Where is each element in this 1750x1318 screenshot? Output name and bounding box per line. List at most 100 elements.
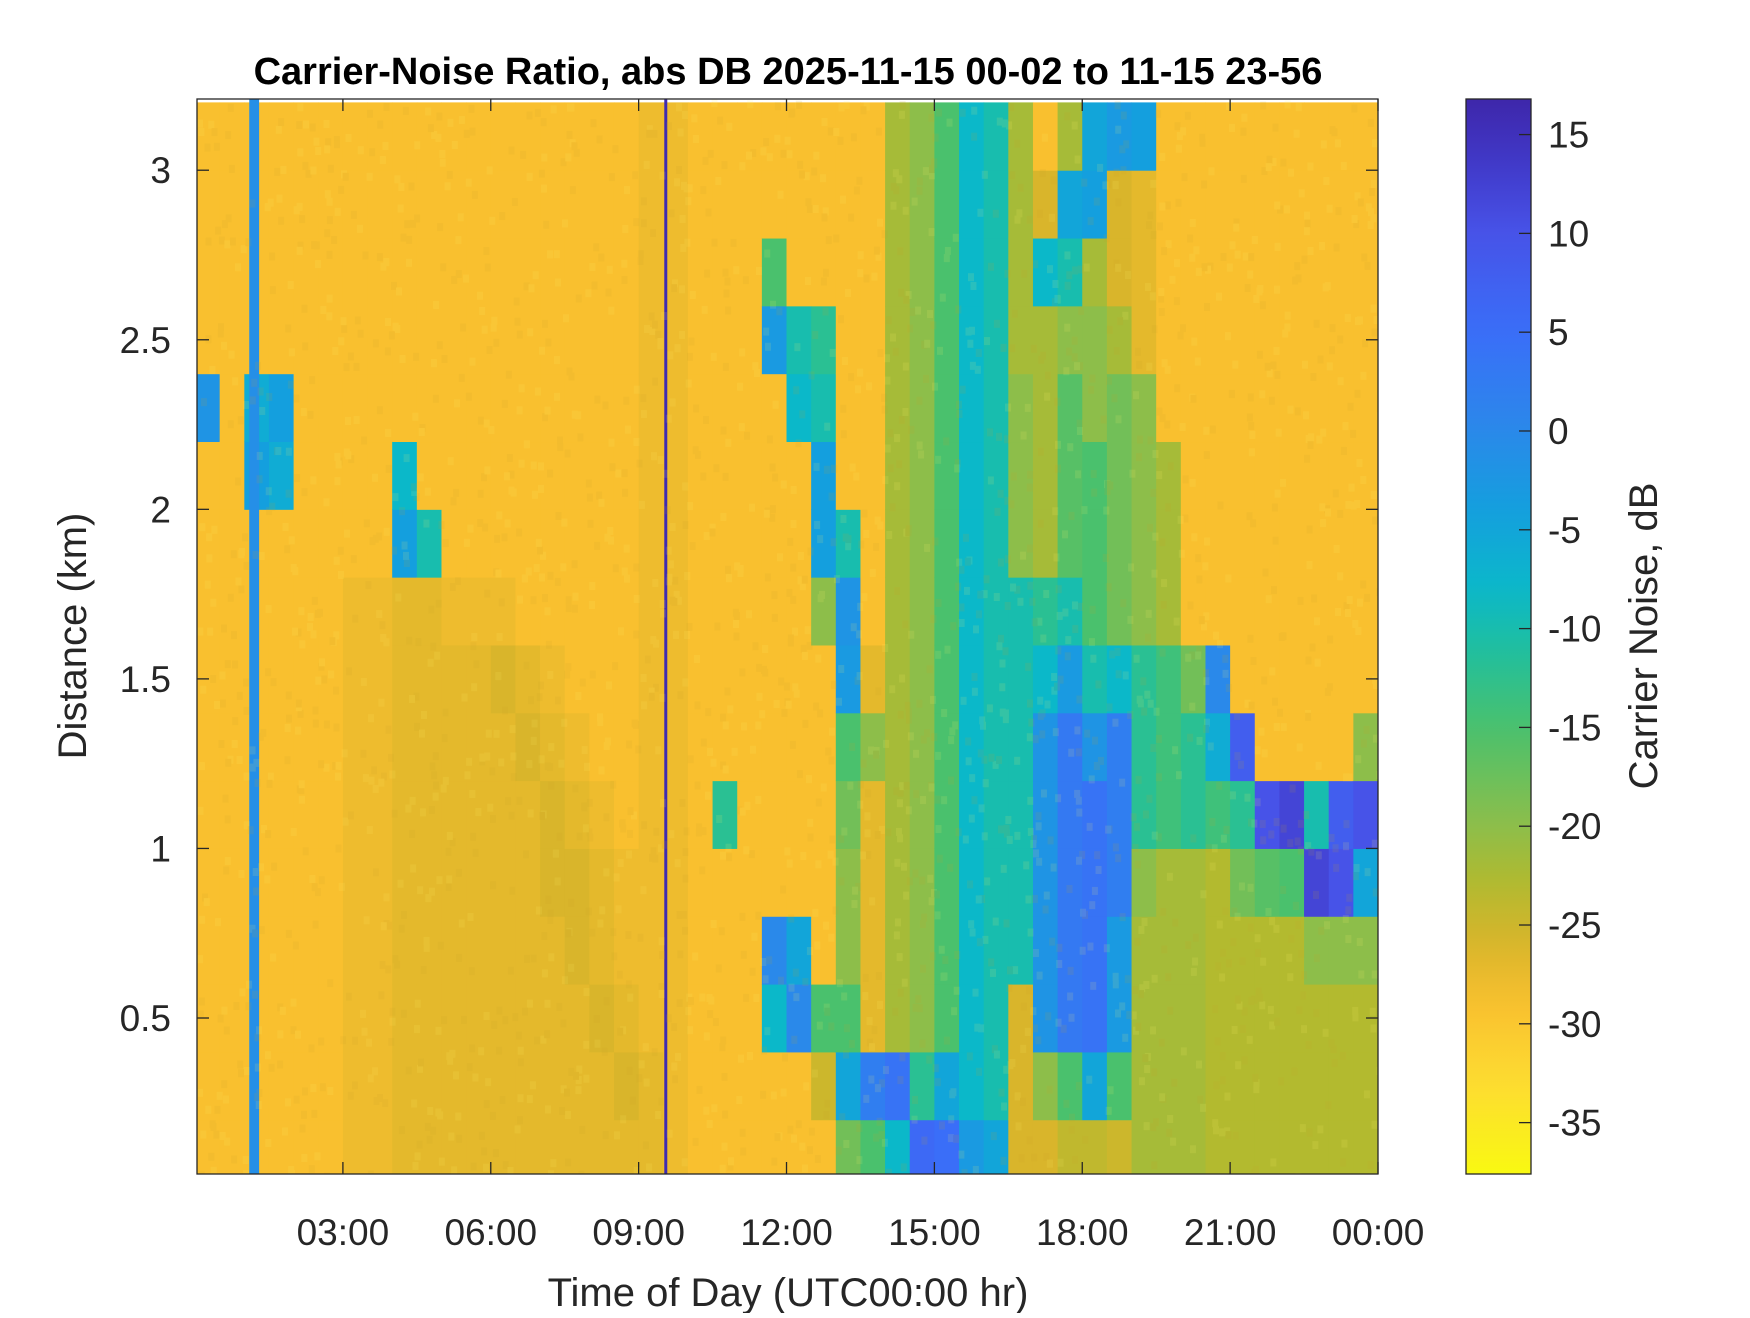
heatmap-cell bbox=[860, 1051, 886, 1121]
heatmap-cell bbox=[1254, 644, 1280, 714]
heatmap-cell bbox=[983, 916, 1009, 985]
heatmap-cell bbox=[613, 441, 640, 510]
heatmap-cell bbox=[1008, 441, 1034, 510]
heatmap-cell bbox=[589, 644, 615, 714]
heatmap-cell bbox=[885, 373, 911, 443]
heatmap-cell bbox=[959, 1119, 985, 1174]
heatmap-cell bbox=[197, 1119, 221, 1174]
heatmap-cell bbox=[342, 102, 369, 171]
heatmap-cell bbox=[1353, 441, 1378, 510]
heatmap-cell bbox=[835, 984, 861, 1053]
heatmap-cell bbox=[1230, 441, 1256, 510]
heatmap-cell bbox=[318, 712, 344, 782]
heatmap-cell bbox=[367, 712, 393, 782]
heatmap-cell bbox=[293, 712, 319, 782]
heatmap-cell bbox=[1180, 712, 1206, 782]
x-tick-label: 18:00 bbox=[1036, 1212, 1129, 1253]
heatmap-cell bbox=[219, 373, 245, 443]
heatmap-cell bbox=[811, 1051, 837, 1121]
heatmap-cell bbox=[367, 984, 393, 1053]
heatmap-cell bbox=[1205, 441, 1231, 510]
heatmap-cell bbox=[1008, 509, 1034, 578]
heatmap-cell bbox=[687, 509, 714, 578]
heatmap-cell bbox=[367, 644, 393, 714]
heatmap-cell bbox=[1328, 916, 1354, 985]
heatmap-cell bbox=[761, 848, 788, 917]
heatmap-cell bbox=[515, 373, 541, 443]
heatmap-cell bbox=[737, 848, 763, 917]
colorbar-tick-label: -35 bbox=[1548, 1103, 1601, 1144]
heatmap-cell bbox=[983, 644, 1009, 714]
heatmap-cell bbox=[959, 848, 985, 917]
heatmap-cell bbox=[1353, 577, 1378, 646]
heatmap-cell bbox=[1106, 238, 1133, 307]
heatmap-cell bbox=[589, 577, 615, 646]
heatmap-cell bbox=[1131, 373, 1157, 443]
heatmap-cell bbox=[811, 305, 837, 375]
heatmap-cell bbox=[441, 509, 467, 578]
heatmap-cell bbox=[909, 1119, 935, 1174]
heatmap-cell bbox=[737, 305, 763, 375]
heatmap-cell bbox=[1057, 170, 1083, 239]
heatmap-cell bbox=[1156, 1051, 1182, 1121]
heatmap-cell bbox=[761, 102, 788, 171]
heatmap-cell bbox=[342, 1051, 369, 1121]
heatmap-cell bbox=[786, 305, 812, 375]
heatmap-cell bbox=[441, 984, 467, 1053]
heatmap-cell bbox=[197, 577, 221, 646]
heatmap-cell bbox=[835, 509, 861, 578]
heatmap-cell bbox=[1205, 577, 1231, 646]
heatmap-cell bbox=[1057, 373, 1083, 443]
heatmap-cell bbox=[416, 305, 442, 375]
heatmap-cell bbox=[1106, 441, 1133, 510]
heatmap-cell bbox=[613, 780, 640, 849]
heatmap-cell bbox=[1279, 170, 1305, 239]
heatmap-cell bbox=[416, 1119, 442, 1174]
heatmap-cell bbox=[712, 509, 738, 578]
heatmap-cell bbox=[1032, 577, 1059, 646]
heatmap-cell bbox=[687, 1119, 714, 1174]
heatmap-cell bbox=[1180, 1051, 1206, 1121]
heatmap-cell bbox=[786, 644, 812, 714]
heatmap-cell bbox=[466, 238, 492, 307]
heatmap-cell bbox=[712, 712, 738, 782]
heatmap-cell bbox=[564, 441, 590, 510]
heatmap-cell bbox=[1230, 848, 1256, 917]
heatmap-cell bbox=[1304, 644, 1330, 714]
heatmap-cell bbox=[1032, 644, 1059, 714]
heatmap-cell bbox=[1032, 984, 1059, 1053]
heatmap-cell bbox=[1106, 509, 1133, 578]
heatmap-cell bbox=[416, 712, 442, 782]
heatmap-cell bbox=[1057, 1051, 1083, 1121]
heatmap-cell bbox=[1254, 1119, 1280, 1174]
heatmap-cell bbox=[416, 780, 442, 849]
heatmap-cell bbox=[835, 1051, 861, 1121]
heatmap-cell bbox=[1254, 712, 1280, 782]
heatmap-cell bbox=[318, 102, 344, 171]
heatmap-cell bbox=[219, 1051, 245, 1121]
heatmap-cell bbox=[860, 509, 886, 578]
heatmap-cell bbox=[1057, 509, 1083, 578]
heatmap-cell bbox=[1057, 441, 1083, 510]
heatmap-cell bbox=[712, 780, 738, 849]
heatmap-cell bbox=[687, 916, 714, 985]
heatmap-cell bbox=[786, 373, 812, 443]
heatmap-cell bbox=[1131, 102, 1157, 171]
heatmap-cell bbox=[1279, 916, 1305, 985]
heatmap-cell bbox=[885, 305, 911, 375]
heatmap-cell bbox=[1279, 509, 1305, 578]
heatmap-cell bbox=[466, 984, 492, 1053]
heatmap-cell bbox=[1008, 1051, 1034, 1121]
heatmap-cell bbox=[811, 1119, 837, 1174]
heatmap-cell bbox=[1106, 373, 1133, 443]
heatmap-cell bbox=[1057, 780, 1083, 849]
heatmap-cell bbox=[786, 916, 812, 985]
heatmap-cell bbox=[909, 305, 935, 375]
heatmap-cell bbox=[564, 780, 590, 849]
heatmap-cell bbox=[687, 577, 714, 646]
heatmap-cell bbox=[367, 916, 393, 985]
heatmap-cell bbox=[712, 170, 738, 239]
heatmap-cell bbox=[1328, 644, 1354, 714]
heatmap-cell bbox=[811, 644, 837, 714]
heatmap-cell bbox=[909, 644, 935, 714]
